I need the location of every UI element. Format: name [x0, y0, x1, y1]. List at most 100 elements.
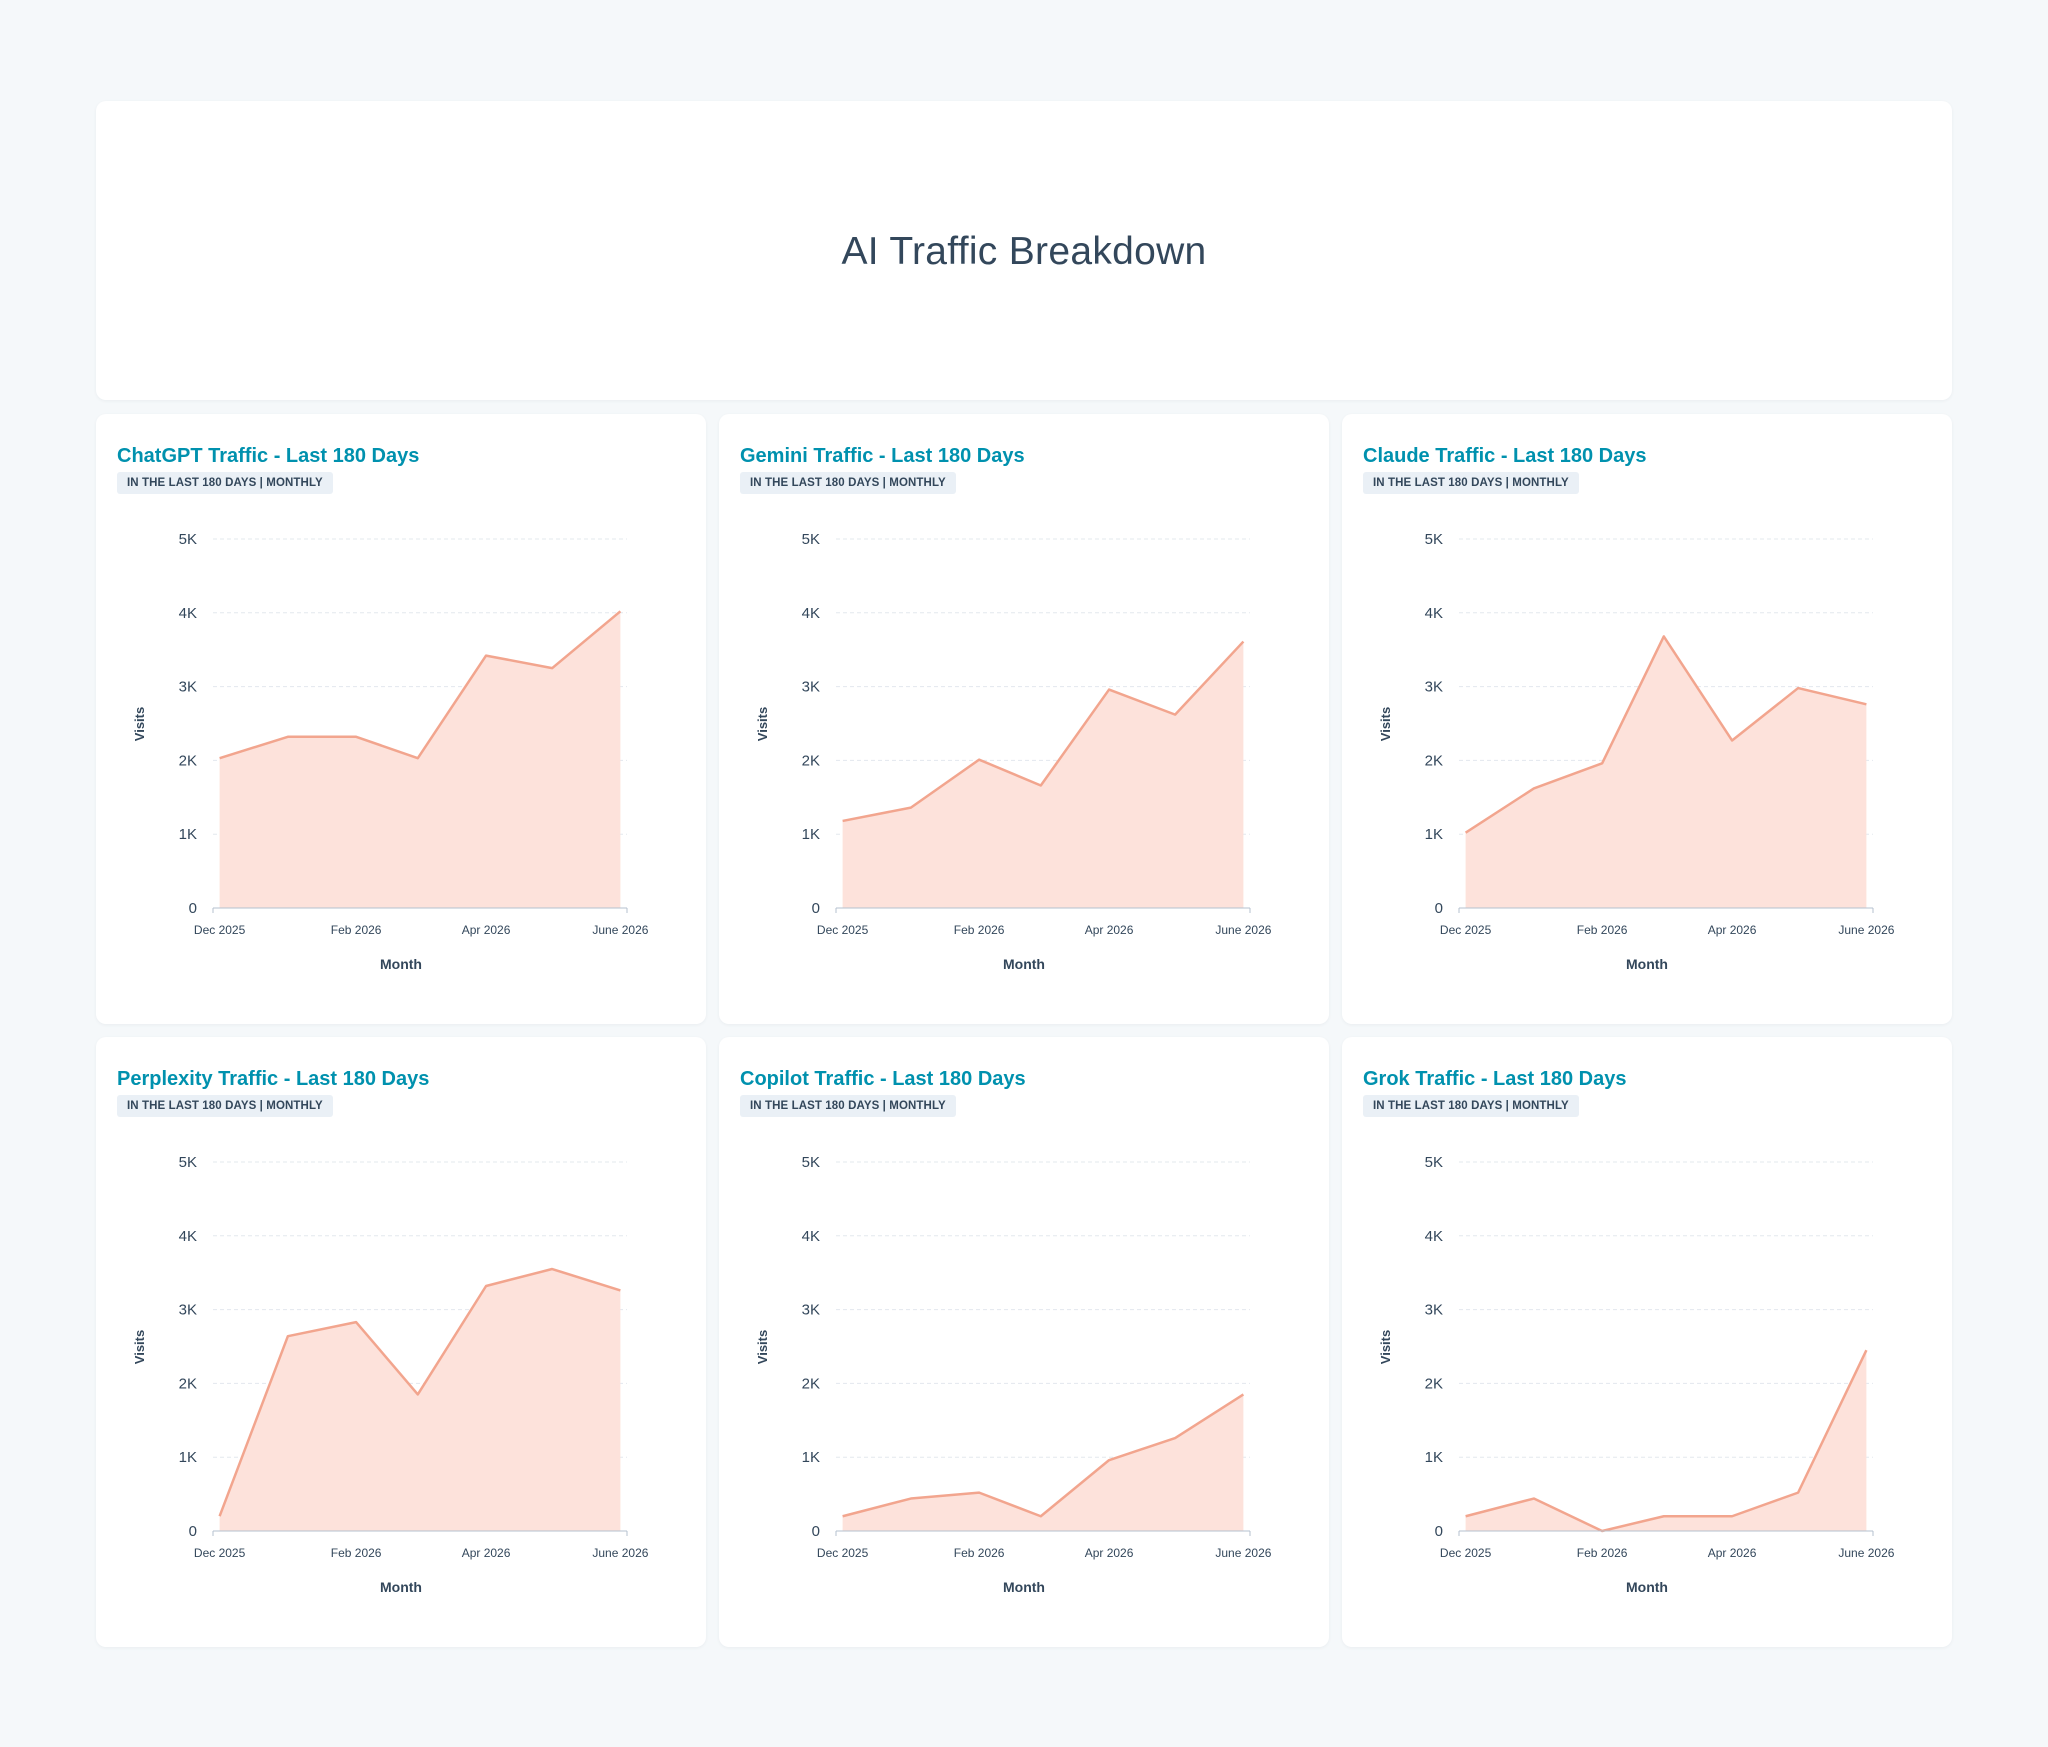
area-chart: 0 1K 2K 3K 4K 5K Dec 2025 Feb 2026 Apr 2026 June … — [755, 1154, 1272, 1595]
area-chart: 0 1K 2K 3K 4K 5K Dec 2025 Feb 2026 Apr 2026 June … — [755, 531, 1272, 972]
x-tick-label: Apr 2026 — [1708, 1546, 1757, 1560]
chart-card-chatgpt: ChatGPT Traffic - Last 180 Days IN THE L… — [96, 414, 706, 1024]
x-tick-label: June 2026 — [592, 923, 648, 937]
y-tick-label: 5K — [802, 1154, 820, 1171]
y-tick-label: 2K — [802, 1375, 820, 1392]
chart-title[interactable]: Perplexity Traffic - Last 180 Days — [117, 1068, 430, 1090]
x-axis-title: Month — [1003, 956, 1045, 972]
x-axis-title: Month — [380, 1579, 422, 1595]
series-area — [1465, 1350, 1867, 1531]
x-tick-label: June 2026 — [1838, 923, 1894, 937]
chart-title[interactable]: ChatGPT Traffic - Last 180 Days — [117, 445, 420, 467]
y-axis-title: Visits — [755, 1330, 770, 1364]
y-tick-label: 3K — [1425, 679, 1443, 696]
series-line — [1464, 635, 1867, 834]
x-tick-label: June 2026 — [1215, 1546, 1271, 1560]
chart-title[interactable]: Grok Traffic - Last 180 Days — [1363, 1068, 1627, 1090]
date-range-badge: IN THE LAST 180 DAYS | MONTHLY — [740, 1095, 956, 1117]
y-tick-label: 1K — [1425, 1449, 1443, 1466]
x-tick-label: Apr 2026 — [1708, 923, 1757, 937]
y-tick-label: 5K — [179, 1154, 197, 1171]
series-line — [842, 1393, 1245, 1518]
y-tick-label: 0 — [189, 900, 197, 917]
date-range-badge: IN THE LAST 180 DAYS | MONTHLY — [117, 1095, 333, 1117]
y-tick-label: 1K — [802, 1449, 820, 1466]
y-tick-label: 4K — [1425, 605, 1443, 622]
series-area — [219, 1269, 621, 1531]
y-tick-label: 5K — [802, 531, 820, 548]
area-chart: 0 1K 2K 3K 4K 5K Dec 2025 Feb 2026 Apr 2026 June … — [132, 531, 649, 972]
chart-card-grok: Grok Traffic - Last 180 Days IN THE LAST… — [1342, 1037, 1952, 1647]
x-tick-label: June 2026 — [592, 1546, 648, 1560]
y-axis-title: Visits — [132, 1330, 147, 1364]
series-line — [1465, 1349, 1868, 1533]
y-tick-label: 4K — [179, 605, 197, 622]
date-range-badge: IN THE LAST 180 DAYS | MONTHLY — [1363, 1095, 1579, 1117]
date-range-badge: IN THE LAST 180 DAYS | MONTHLY — [740, 472, 956, 494]
x-tick-label: Apr 2026 — [1085, 923, 1134, 937]
y-tick-label: 1K — [802, 826, 820, 843]
series-line — [219, 610, 622, 760]
chart-title[interactable]: Claude Traffic - Last 180 Days — [1363, 445, 1647, 467]
y-tick-label: 0 — [1435, 1523, 1443, 1540]
dashboard-header-card: AI Traffic Breakdown — [96, 101, 1952, 400]
y-tick-label: 3K — [1425, 1302, 1443, 1319]
series-area — [842, 641, 1244, 908]
x-tick-label: Dec 2025 — [817, 923, 869, 937]
x-tick-label: Feb 2026 — [954, 923, 1005, 937]
x-axis-title: Month — [1003, 1579, 1045, 1595]
series-area — [842, 1394, 1244, 1531]
y-tick-label: 5K — [1425, 1154, 1443, 1171]
x-tick-label: Dec 2025 — [194, 923, 246, 937]
y-tick-label: 0 — [812, 900, 820, 917]
y-axis-title: Visits — [132, 707, 147, 741]
y-tick-label: 3K — [802, 1302, 820, 1319]
area-chart: 0 1K 2K 3K 4K 5K Dec 2025 Feb 2026 Apr 2026 June … — [1378, 531, 1895, 972]
x-tick-label: Dec 2025 — [1440, 923, 1492, 937]
x-axis-title: Month — [1626, 956, 1668, 972]
x-tick-label: Apr 2026 — [462, 1546, 511, 1560]
y-tick-label: 4K — [802, 605, 820, 622]
y-axis-title: Visits — [1378, 1330, 1393, 1364]
x-tick-label: June 2026 — [1215, 923, 1271, 937]
x-tick-label: Feb 2026 — [1577, 923, 1628, 937]
y-axis-title: Visits — [1378, 707, 1393, 741]
x-axis-title: Month — [380, 956, 422, 972]
y-tick-label: 5K — [179, 531, 197, 548]
x-tick-label: Feb 2026 — [331, 923, 382, 937]
y-tick-label: 3K — [179, 1302, 197, 1319]
area-chart: 0 1K 2K 3K 4K 5K Dec 2025 Feb 2026 Apr 2026 June … — [1378, 1154, 1895, 1595]
chart-card-perplexity: Perplexity Traffic - Last 180 Days IN TH… — [96, 1037, 706, 1647]
series-area — [219, 611, 621, 908]
chart-title[interactable]: Gemini Traffic - Last 180 Days — [740, 445, 1025, 467]
y-tick-label: 1K — [1425, 826, 1443, 843]
page-title: AI Traffic Breakdown — [841, 229, 1207, 273]
y-tick-label: 2K — [1425, 752, 1443, 769]
chart-card-copilot: Copilot Traffic - Last 180 Days IN THE L… — [719, 1037, 1329, 1647]
y-axis-title: Visits — [755, 707, 770, 741]
series-line — [218, 1267, 621, 1517]
x-tick-label: June 2026 — [1838, 1546, 1894, 1560]
x-tick-label: Apr 2026 — [462, 923, 511, 937]
x-tick-label: Feb 2026 — [1577, 1546, 1628, 1560]
chart-title[interactable]: Copilot Traffic - Last 180 Days — [740, 1068, 1026, 1090]
y-tick-label: 1K — [179, 1449, 197, 1466]
y-tick-label: 5K — [1425, 531, 1443, 548]
date-range-badge: IN THE LAST 180 DAYS | MONTHLY — [117, 472, 333, 494]
x-axis-title: Month — [1626, 1579, 1668, 1595]
y-tick-label: 0 — [1435, 900, 1443, 917]
x-tick-label: Dec 2025 — [817, 1546, 869, 1560]
y-tick-label: 2K — [179, 1375, 197, 1392]
y-tick-label: 0 — [812, 1523, 820, 1540]
y-tick-label: 4K — [179, 1228, 197, 1245]
series-line — [842, 640, 1245, 823]
date-range-badge: IN THE LAST 180 DAYS | MONTHLY — [1363, 472, 1579, 494]
x-tick-label: Feb 2026 — [954, 1546, 1005, 1560]
y-tick-label: 2K — [179, 752, 197, 769]
y-tick-label: 0 — [189, 1523, 197, 1540]
x-tick-label: Apr 2026 — [1085, 1546, 1134, 1560]
chart-card-gemini: Gemini Traffic - Last 180 Days IN THE LA… — [719, 414, 1329, 1024]
y-tick-label: 4K — [1425, 1228, 1443, 1245]
area-chart: 0 1K 2K 3K 4K 5K Dec 2025 Feb 2026 Apr 2026 June … — [132, 1154, 649, 1595]
y-tick-label: 4K — [802, 1228, 820, 1245]
